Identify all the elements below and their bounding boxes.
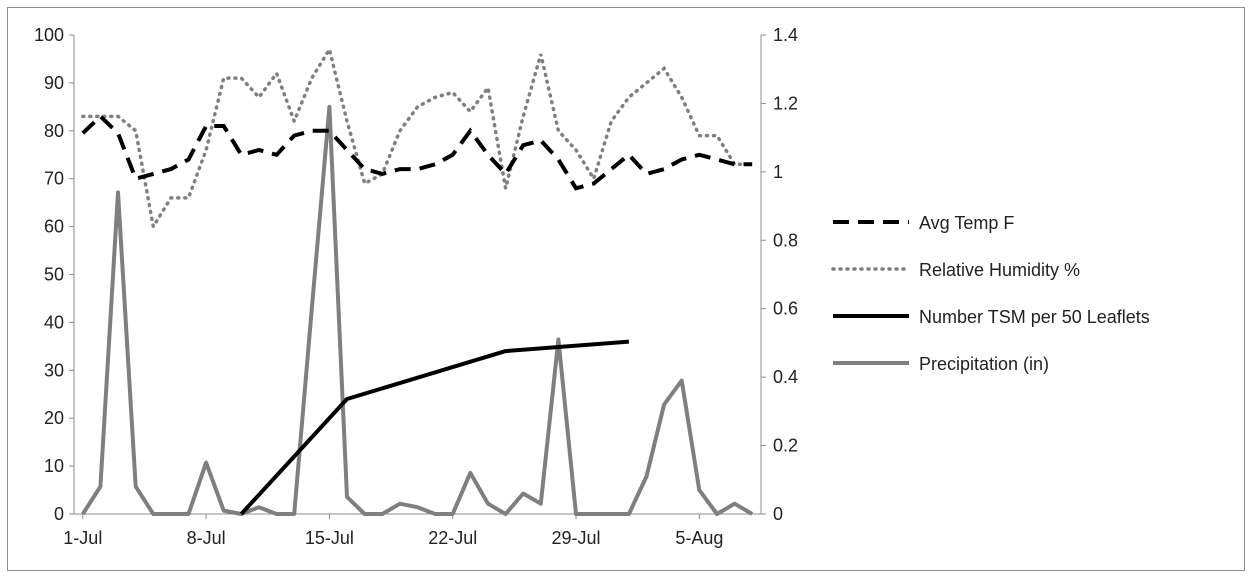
y-right-tick-label: 1.4 [773,25,798,45]
y-left-tick-label: 80 [44,121,64,141]
y-left-tick-label: 90 [44,73,64,93]
y-left-tick-label: 20 [44,408,64,428]
x-tick-label: 15-Jul [305,528,354,548]
y-right-tick-label: 1.2 [773,93,798,113]
series-line-avg-temp-f [81,113,753,191]
y-right-tick-label: 1 [773,162,783,182]
y-right-tick-label: 0.6 [773,299,798,319]
y-right-tick-label: 0.2 [773,436,798,456]
x-tick-label: 1-Jul [63,528,102,548]
y-left-tick-label: 0 [54,504,64,524]
legend: Avg Temp F Relative Humidity % Number TSM … [831,213,1150,374]
y-right-tick-label: 0 [773,504,783,524]
legend-label: Precipitation (in) [919,354,1049,374]
y-right-tick-label: 0.4 [773,367,798,387]
series-line-relative-humidity [81,44,754,232]
axes: 0 10 20 30 40 50 60 70 80 90 100 0 0.2 0.4 0.6 0.8 1 1.2 1… [34,25,798,548]
y-left-tick-label: 60 [44,217,64,237]
y-left-tick-label: 70 [44,169,64,189]
series-layer [81,44,754,516]
chart-frame [7,7,1245,571]
x-tick-label: 8-Jul [187,528,226,548]
y-left-tick-label: 50 [44,265,64,285]
x-tick-label: 29-Jul [552,528,601,548]
series-line-precipitation-in [81,104,754,516]
x-tick-label: 22-Jul [428,528,477,548]
y-left-tick-label: 10 [44,456,64,476]
y-left-tick-label: 30 [44,360,64,380]
legend-label: Number TSM per 50 Leaflets [919,307,1150,327]
series-line-number-tsm-per-50-leaflets [239,339,630,516]
x-tick-label: 5-Aug [675,528,723,548]
y-left-tick-label: 40 [44,312,64,332]
legend-label: Relative Humidity % [919,260,1080,280]
y-right-tick-label: 0.8 [773,230,798,250]
legend-label: Avg Temp F [919,213,1014,233]
y-left-tick-label: 100 [34,25,64,45]
